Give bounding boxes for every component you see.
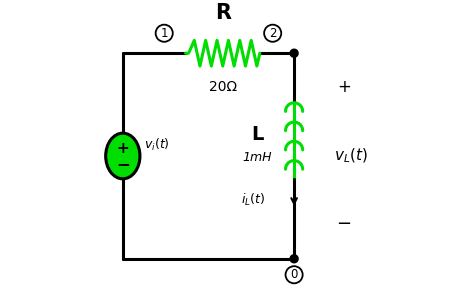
Text: −: − bbox=[337, 215, 352, 234]
Text: $v_L(t)$: $v_L(t)$ bbox=[334, 147, 368, 165]
Text: 1mH: 1mH bbox=[242, 151, 272, 164]
Text: R: R bbox=[215, 3, 231, 23]
Text: $i_L(t)$: $i_L(t)$ bbox=[241, 192, 265, 208]
Circle shape bbox=[290, 49, 298, 57]
Text: +: + bbox=[117, 141, 129, 156]
Text: −: − bbox=[116, 155, 130, 173]
Text: L: L bbox=[251, 125, 263, 144]
Ellipse shape bbox=[106, 133, 140, 179]
Text: 1: 1 bbox=[161, 27, 168, 40]
Text: 20Ω: 20Ω bbox=[209, 80, 237, 94]
Circle shape bbox=[290, 255, 298, 263]
Text: +: + bbox=[337, 78, 351, 96]
Text: $v_i(t)$: $v_i(t)$ bbox=[144, 137, 170, 153]
Text: 2: 2 bbox=[269, 27, 276, 40]
Text: 0: 0 bbox=[291, 268, 298, 281]
